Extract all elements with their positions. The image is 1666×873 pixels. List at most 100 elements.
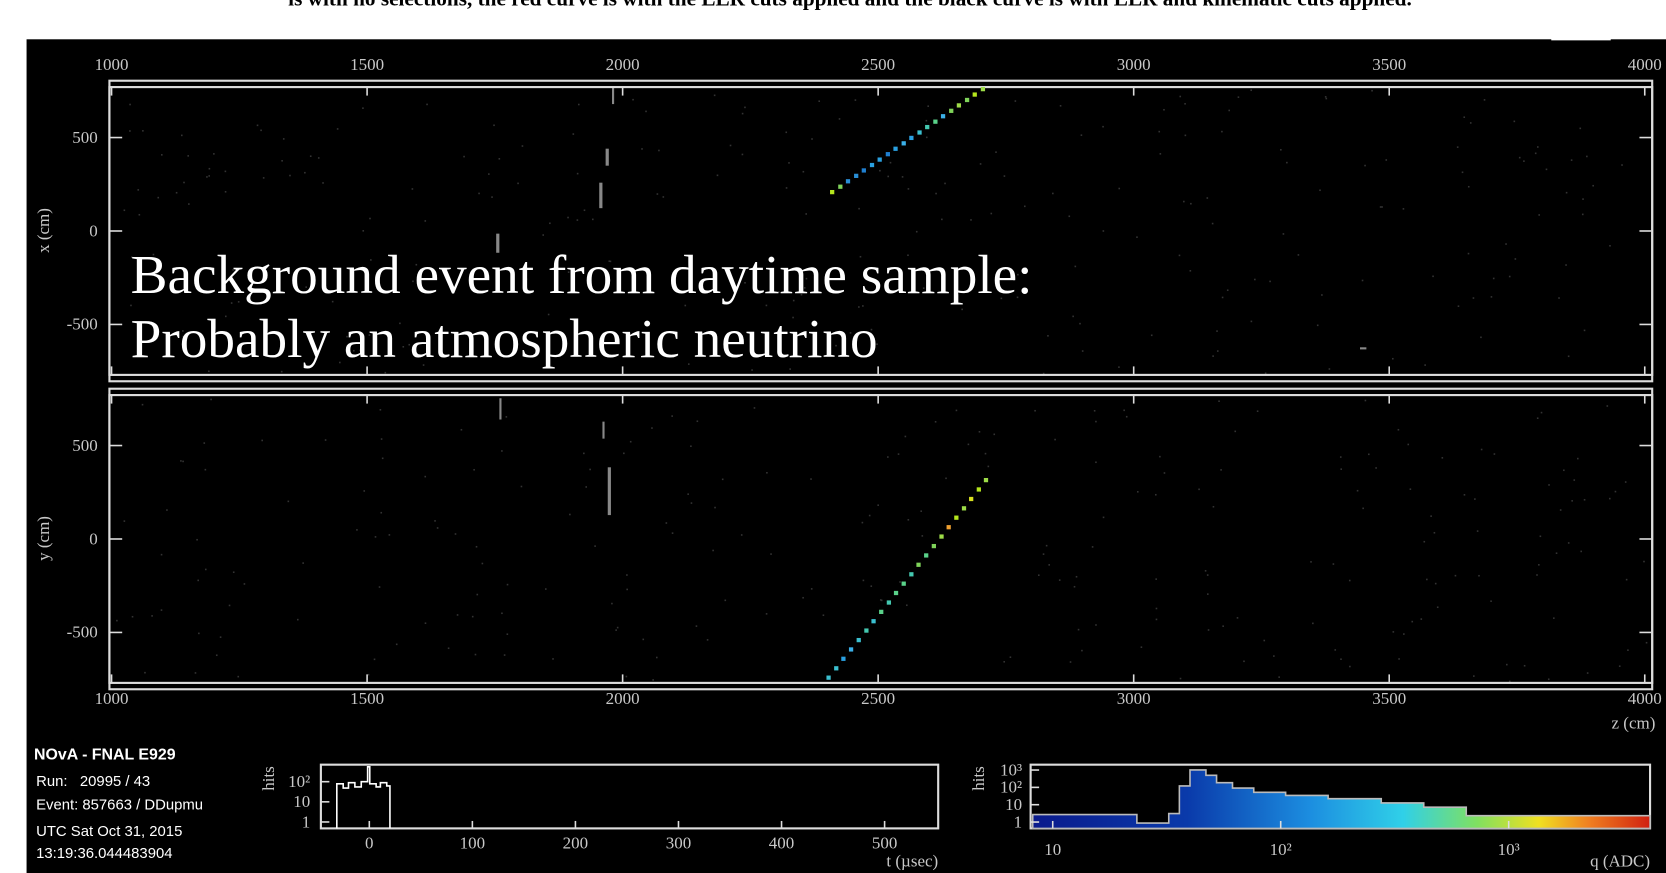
noise-hit bbox=[1298, 254, 1300, 256]
noise-hit bbox=[1180, 678, 1182, 680]
noise-hit bbox=[176, 192, 178, 194]
noise-hit bbox=[671, 415, 673, 417]
hit bbox=[886, 152, 890, 156]
noise-hit bbox=[724, 600, 726, 602]
noise-hit bbox=[1102, 126, 1104, 128]
noise-hit bbox=[1254, 279, 1256, 281]
time: 13:19:36.044483904 bbox=[36, 846, 172, 862]
noise-hit bbox=[476, 594, 478, 596]
noise-hit bbox=[1034, 410, 1036, 412]
noise-hit bbox=[1184, 103, 1186, 105]
noise-hit bbox=[1437, 606, 1439, 608]
noise-hit bbox=[1375, 467, 1377, 469]
noise-hit bbox=[920, 510, 922, 512]
noise-hit bbox=[389, 534, 391, 536]
noise-hit bbox=[990, 213, 992, 215]
hits-label: hits bbox=[259, 766, 278, 791]
noise-hit bbox=[863, 580, 865, 582]
noise-hit bbox=[922, 535, 924, 537]
noise-hit bbox=[742, 154, 744, 156]
noise-hit bbox=[908, 519, 910, 521]
x-tick-label: 400 bbox=[769, 834, 794, 853]
noise-hit bbox=[1468, 253, 1470, 255]
noise-hit bbox=[1392, 358, 1394, 360]
noise-hit bbox=[180, 460, 182, 462]
noise-hit bbox=[652, 679, 654, 681]
noise-hit bbox=[691, 502, 693, 504]
noise-hit bbox=[1621, 164, 1623, 166]
x-tick-label: 0 bbox=[365, 834, 374, 853]
noise-hit bbox=[1213, 506, 1215, 508]
noise-hit bbox=[1537, 146, 1539, 148]
noise-hit bbox=[623, 453, 625, 455]
noise-hit bbox=[1473, 297, 1475, 299]
noise-hit bbox=[196, 539, 198, 541]
noise-hit bbox=[1095, 461, 1097, 463]
noise-hit bbox=[1582, 214, 1584, 216]
noise-hit bbox=[1524, 665, 1526, 667]
noise-hit bbox=[1381, 206, 1383, 208]
decoration bbox=[1551, 38, 1611, 40]
noise-hit bbox=[956, 410, 958, 412]
caption: is with no selections, the red curve is … bbox=[288, 0, 1412, 10]
noise-hit bbox=[611, 603, 613, 605]
noise-hit bbox=[1222, 625, 1224, 627]
noise-hit bbox=[1237, 617, 1239, 619]
noise-hit bbox=[985, 453, 987, 455]
noise-hit bbox=[425, 622, 427, 624]
noise-hit bbox=[206, 176, 208, 178]
noise-hit bbox=[945, 478, 947, 480]
noise-hit bbox=[1334, 649, 1336, 651]
noise-hit bbox=[862, 522, 864, 524]
noise-hit bbox=[754, 407, 756, 409]
noise-hit bbox=[183, 182, 185, 184]
noise-hit bbox=[578, 104, 580, 106]
noise-hit bbox=[916, 231, 918, 233]
noise-hit bbox=[592, 219, 594, 221]
hit bbox=[917, 130, 921, 134]
noise-hit bbox=[188, 203, 190, 205]
noise-hit bbox=[1515, 258, 1517, 260]
noise-hit bbox=[751, 369, 753, 371]
noise-hit bbox=[1156, 608, 1158, 610]
noise-hit bbox=[1024, 206, 1026, 208]
hits-label: hits bbox=[969, 766, 988, 791]
noise-hit bbox=[209, 168, 211, 170]
noise-hit bbox=[1411, 621, 1413, 623]
noise-hit bbox=[124, 520, 126, 522]
noise-hit bbox=[1222, 297, 1224, 299]
noise-hit bbox=[1420, 618, 1422, 620]
hit bbox=[902, 141, 906, 145]
x-tick-label: 200 bbox=[563, 834, 588, 853]
noise-hit bbox=[1340, 658, 1342, 660]
noise-hit bbox=[1286, 162, 1288, 164]
noise-hit bbox=[1573, 479, 1575, 481]
hit bbox=[962, 506, 966, 510]
noise-hit bbox=[906, 604, 908, 606]
noise-hit bbox=[139, 214, 141, 216]
noise-hit bbox=[161, 554, 163, 556]
noise-hit bbox=[1118, 366, 1120, 368]
noise-hit bbox=[908, 188, 910, 190]
noise-hit bbox=[434, 520, 436, 522]
noise-hit bbox=[1081, 134, 1083, 136]
noise-hit bbox=[1251, 321, 1253, 323]
noise-hit bbox=[542, 234, 544, 236]
hit bbox=[941, 114, 945, 118]
noise-hit bbox=[1580, 551, 1582, 553]
hit bbox=[932, 544, 936, 548]
date: UTC Sat Oct 31, 2015 bbox=[36, 824, 182, 840]
hit bbox=[973, 92, 977, 96]
x-tick-label: 500 bbox=[872, 834, 897, 853]
noise-hit bbox=[506, 416, 508, 418]
noise-hit bbox=[129, 104, 131, 106]
experiment: NOvA - FNAL E929 bbox=[34, 746, 176, 763]
noise-hit bbox=[944, 183, 946, 185]
noise-hit bbox=[482, 563, 484, 565]
noise-hit bbox=[1043, 553, 1045, 555]
z-tick-label: 2500 bbox=[861, 55, 895, 74]
noise-hit bbox=[811, 138, 813, 140]
noise-hit bbox=[714, 95, 716, 97]
noise-hit bbox=[132, 616, 134, 618]
noise-hit bbox=[521, 486, 523, 488]
